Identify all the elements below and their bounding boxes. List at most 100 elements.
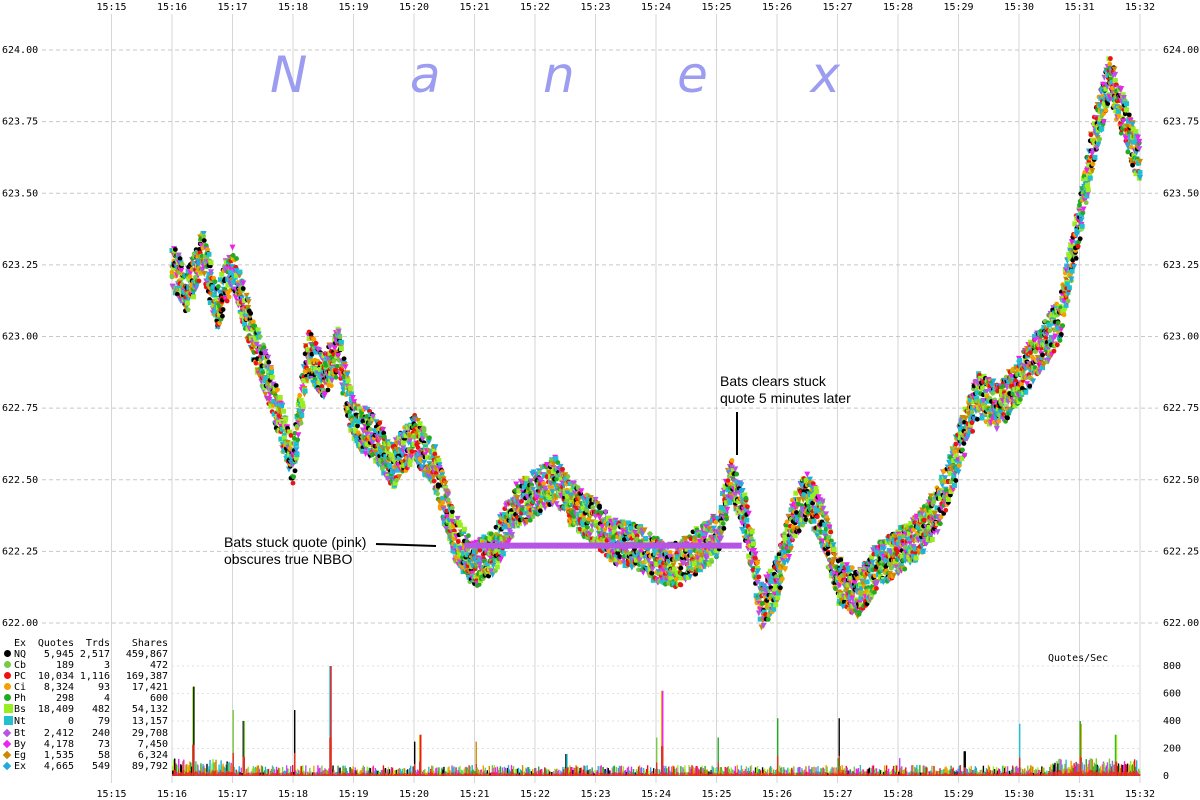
volume-bar [602,772,604,776]
volume-bar [958,772,960,776]
volume-bar [538,766,540,776]
quote-point [272,386,278,392]
volume-bar [954,771,956,776]
volume-bar [683,773,685,776]
volume-bar [405,770,408,776]
volume-bar [635,773,638,776]
volume-bar [615,766,618,776]
quote-point [295,432,302,439]
volume-bar [634,772,637,776]
volume-bar [238,766,240,776]
volume-bar [925,766,927,776]
volume-bar [182,761,184,776]
volume-bar [802,770,804,776]
volume-bar [812,774,814,776]
quote-point [242,298,248,304]
volume-bar [189,761,191,776]
volume-bar [496,766,499,776]
volume-bar [747,767,750,776]
volume-bar [400,771,403,776]
volume-bar [1087,771,1089,776]
volume-bar [836,773,838,776]
volume-bar [886,771,889,776]
volume-bar [672,765,674,776]
volume-bar [870,768,873,776]
volume-bar [468,765,470,776]
volume-bar [977,772,980,776]
volume-bar [1127,773,1130,776]
volume-bar [1089,758,1091,776]
volume-bar [967,774,969,776]
volume-bar [176,764,178,776]
volume-bar [576,772,578,776]
volume-bar [831,772,833,776]
volume-bar [489,775,492,776]
volume-bar [510,772,513,776]
volume-bar [506,773,509,776]
volume-bar [585,770,587,776]
volume-bar [678,775,680,776]
volume-bar [795,774,797,776]
volume-bar [181,772,183,776]
quote-point [281,435,287,441]
volume-bar [950,765,952,776]
volume-bar [344,765,346,776]
volume-bar [312,774,314,776]
volume-bar [460,769,462,776]
volume-bar [517,767,520,776]
volume-bar [546,774,548,776]
volume-bar [711,772,713,776]
volume-bar [573,773,575,776]
volume-bar [884,770,887,776]
volume-bar [450,774,452,776]
volume-bar [318,768,320,776]
volume-bar [936,771,938,776]
volume-bar [568,773,570,776]
volume-bar [522,774,525,776]
volume-bar [889,774,892,776]
volume-bar [1033,774,1035,776]
volume-bar [887,773,890,776]
volume-bar [668,766,670,776]
volume-bar [991,770,994,776]
volume-bar [318,773,320,776]
volume-bar [382,772,385,776]
volume-bar [599,766,601,776]
volume-bar [1093,762,1096,776]
volume-bar [881,775,884,776]
volume-bar [582,769,584,776]
volume-bar [225,764,227,776]
volume-bar [869,774,872,776]
volume-bar [588,769,590,776]
volume-bar [1108,769,1111,776]
volume-bar [1005,774,1008,776]
quote-point [405,424,411,430]
volume-bar [499,766,502,776]
volume-bar [976,770,979,776]
volume-bar [1054,762,1056,776]
volume-bar [186,771,188,776]
volume-bar [1121,764,1124,776]
volume-bar [708,774,710,776]
volume-bar [862,773,865,776]
volume-bar [235,769,237,776]
volume-bar [572,770,574,776]
volume-bar [989,773,992,776]
volume-bar [1000,774,1003,776]
volume-bar [1082,773,1084,776]
volume-bar [804,773,806,776]
volume-bar [980,773,983,776]
volume-bar [286,768,289,776]
volume-bar [513,775,516,776]
volume-bar [1114,761,1117,776]
volume-bar [992,766,995,776]
volume-bar [536,771,538,776]
volume-bar [597,765,599,776]
volume-bar [421,770,423,776]
volume-bar [507,765,510,776]
volume-bar [539,774,541,776]
volume-bar [1107,773,1110,776]
volume-bar [477,769,479,776]
volume-bar [196,771,198,776]
